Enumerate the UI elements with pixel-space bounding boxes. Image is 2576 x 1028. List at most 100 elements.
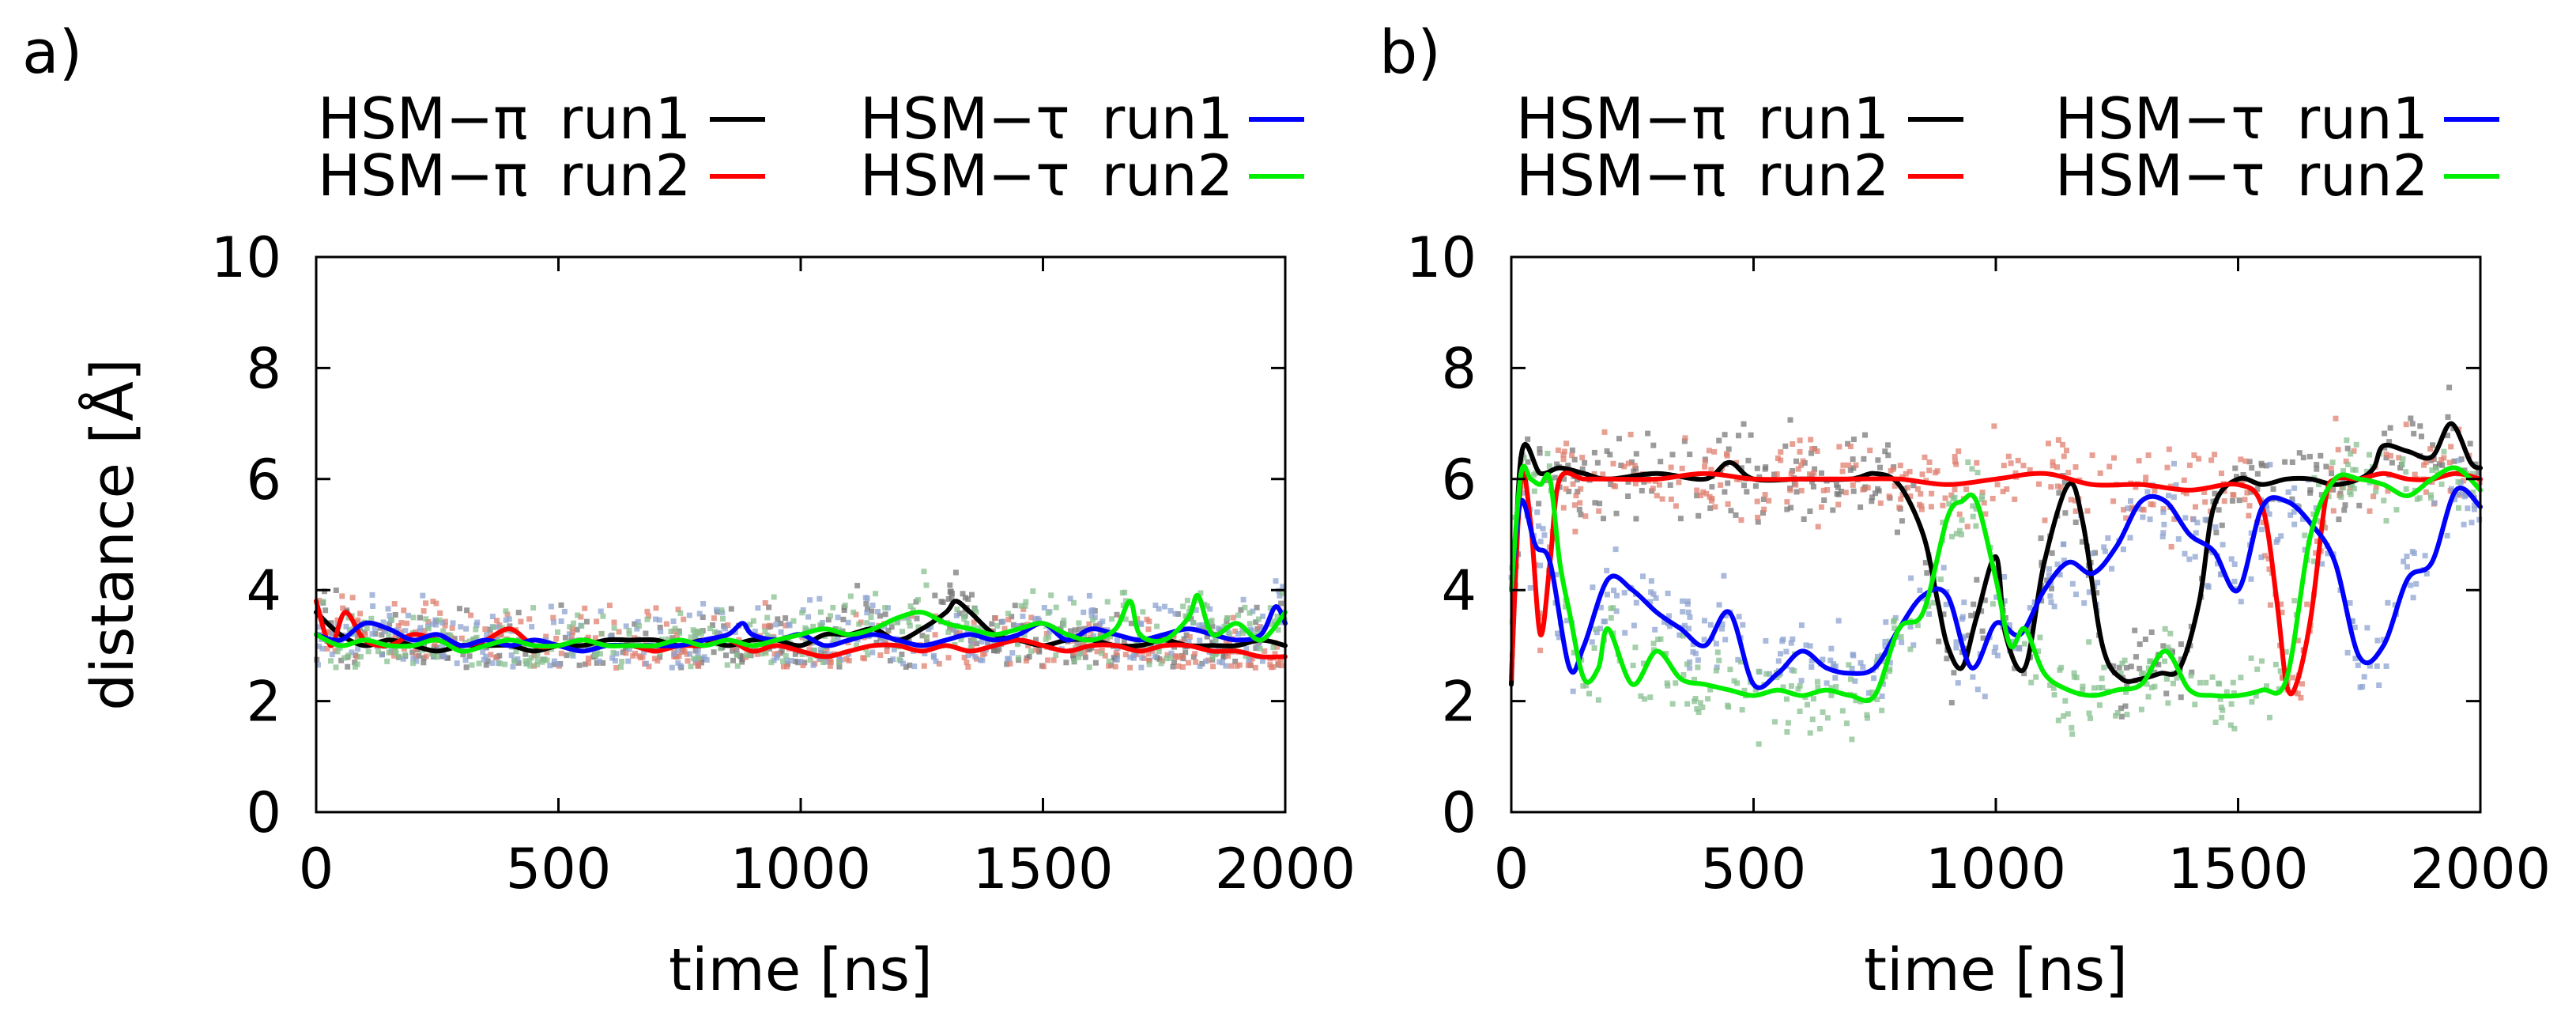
sample-point [2228, 701, 2235, 707]
sample-point [2193, 530, 2199, 536]
sample-point [345, 663, 351, 670]
sample-point [1650, 442, 1657, 448]
sample-point [2171, 680, 2176, 686]
sample-point [1898, 634, 1904, 640]
sample-point [416, 652, 422, 659]
sample-point [550, 614, 556, 621]
sample-point [1891, 625, 1898, 631]
sample-point [1645, 430, 1651, 437]
sample-point [921, 569, 927, 575]
sample-point [2094, 590, 2100, 596]
sample-point [1926, 459, 1933, 465]
sample-point [1561, 448, 1567, 455]
sample-point [421, 628, 428, 633]
sample-point [1793, 489, 1800, 495]
sample-point [1969, 466, 1975, 472]
sample-point [906, 619, 912, 625]
sample-point [1537, 562, 1544, 569]
sample-point [2171, 494, 2177, 501]
sample-point [899, 652, 905, 657]
sample-point [746, 652, 752, 659]
sample-point [1569, 452, 1575, 459]
sample-point [2178, 656, 2184, 663]
sample-point [1697, 700, 1703, 706]
sample-point [450, 620, 456, 626]
sample-point [1204, 633, 1210, 640]
sample-point [2399, 462, 2405, 468]
sample-point [884, 605, 891, 611]
sample-point [2089, 550, 2095, 557]
y-tick-label: 4 [246, 558, 281, 623]
sample-point [964, 660, 970, 666]
sample-point [1088, 634, 1094, 641]
sample-point [2423, 571, 2430, 576]
sample-point [2147, 516, 2153, 523]
sample-point [636, 623, 642, 629]
sample-point [1756, 668, 1762, 675]
sample-point [1839, 708, 1846, 714]
sample-point [1682, 622, 1688, 629]
sample-point [961, 616, 967, 622]
sample-point [947, 625, 953, 631]
sample-point [1879, 694, 1885, 699]
sample-point [2258, 554, 2265, 561]
sample-point [961, 655, 967, 660]
sample-point [328, 658, 334, 664]
sample-point [1563, 440, 1570, 447]
sample-point [2410, 595, 2416, 601]
sample-point [2330, 508, 2337, 514]
sample-point [1077, 642, 1083, 648]
sample-point [890, 656, 896, 663]
sample-point [1676, 632, 1683, 638]
sample-point [2304, 601, 2310, 607]
sample-point [1611, 588, 1617, 594]
sample-point [379, 652, 385, 658]
sample-point [2165, 644, 2171, 651]
sample-point [1181, 636, 1187, 642]
sample-point [971, 636, 978, 642]
sample-point [1850, 652, 1857, 659]
sample-point [2451, 458, 2457, 464]
sample-point [1048, 592, 1054, 599]
sample-point [2065, 470, 2072, 476]
sample-point [2387, 425, 2393, 431]
sample-point [2470, 489, 2476, 496]
sample-point [1112, 663, 1118, 670]
sample-point [1918, 506, 1925, 512]
sample-point [2152, 488, 2158, 494]
sample-point [2061, 479, 2068, 486]
sample-point [2392, 602, 2398, 608]
sample-point [569, 629, 575, 635]
sample-point [1267, 662, 1273, 668]
sample-point [1807, 643, 1813, 649]
sample-point [1068, 628, 1073, 634]
sample-point [1809, 478, 1816, 485]
sample-point [888, 624, 895, 630]
sample-point [1711, 448, 1718, 455]
sample-point [1544, 451, 1551, 456]
sample-point [2033, 674, 2039, 680]
sample-point [2163, 690, 2170, 697]
sample-point [1763, 637, 1769, 644]
sample-point [1692, 676, 1697, 682]
sample-point [466, 638, 473, 644]
sample-point [1815, 684, 1821, 690]
sample-point [1168, 650, 1175, 656]
sample-point [1577, 500, 1583, 506]
sample-point [2370, 493, 2377, 500]
sample-point [1953, 644, 1959, 651]
sample-point [1092, 660, 1099, 666]
sample-point [1028, 614, 1035, 621]
sample-point [1737, 659, 1744, 665]
sample-point [1047, 629, 1053, 635]
sample-point [1270, 663, 1277, 670]
sample-point [1164, 652, 1171, 658]
sample-point [2230, 491, 2236, 497]
sample-point [1655, 637, 1661, 643]
sample-point [907, 622, 913, 629]
sample-point [2374, 663, 2380, 669]
sample-point [1531, 472, 1537, 478]
sample-point [1980, 635, 1986, 641]
sample-point [1861, 455, 1867, 462]
sample-point [1994, 482, 2001, 488]
